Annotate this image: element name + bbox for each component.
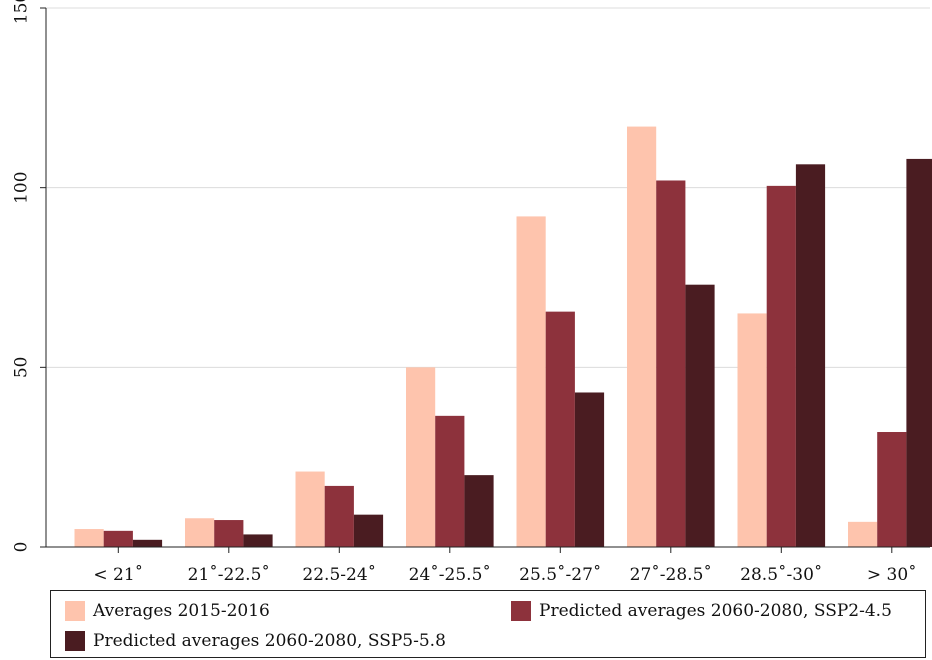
bar-chart-svg: 0 50 100 150 < 21˚ 21˚-22.5˚ 22.5-24˚ 24˚-25.5˚… xyxy=(12,0,932,585)
x-tick-label-2: 21˚-22.5˚ xyxy=(188,565,270,585)
bar-s3-c1 xyxy=(132,539,163,547)
y-tick-label-1: 50 xyxy=(12,357,32,379)
y-tick-label-3: 150 xyxy=(12,0,32,24)
bar-s2-c1 xyxy=(103,530,133,547)
y-tick-label-0: 0 xyxy=(12,542,32,553)
bar-s3-c4 xyxy=(464,475,494,547)
legend-item-3: Predicted averages 2060-2080, SSP5-5.8 xyxy=(65,631,446,651)
bar-s2-c6 xyxy=(656,180,686,548)
x-tick-label-6: 27˚-28.5˚ xyxy=(630,565,712,585)
legend-swatch-1 xyxy=(65,601,85,621)
bar-s1-c8 xyxy=(848,521,878,547)
x-tick-label-1: < 21˚ xyxy=(93,565,143,585)
x-tick-label-3: 22.5-24˚ xyxy=(302,565,376,585)
bar-s1-c6 xyxy=(627,126,657,547)
bar-s1-c1 xyxy=(74,529,104,547)
bar-s2-c7 xyxy=(766,185,796,547)
bar-s2-c8 xyxy=(877,432,907,547)
x-tick-label-8: > 30˚ xyxy=(867,565,917,585)
legend-swatch-2 xyxy=(511,601,531,621)
legend-item-2: Predicted averages 2060-2080, SSP2-4.5 xyxy=(511,601,892,621)
x-tick-label-5: 25.5˚-27˚ xyxy=(519,565,601,585)
bar-s1-c7 xyxy=(737,313,767,547)
bar-s1-c5 xyxy=(516,216,546,547)
x-tick-label-4: 24˚-25.5˚ xyxy=(409,565,491,585)
bar-s3-c7 xyxy=(795,164,826,547)
bar-s1-c3 xyxy=(295,471,325,547)
legend-label-3: Predicted averages 2060-2080, SSP5-5.8 xyxy=(93,631,446,651)
bar-s3-c8 xyxy=(906,158,932,548)
y-tick-label-2: 100 xyxy=(12,171,32,203)
bar-s3-c2 xyxy=(243,534,273,547)
bar-s2-c2 xyxy=(214,520,244,547)
bar-s2-c4 xyxy=(435,415,465,547)
x-tick-label-7: 28.5˚-30˚ xyxy=(740,565,822,585)
bar-s2-c5 xyxy=(545,311,575,547)
bar-s3-c3 xyxy=(353,514,384,547)
bar-s3-c5 xyxy=(574,392,605,547)
bar-s3-c6 xyxy=(685,284,715,547)
legend-swatch-3 xyxy=(65,631,85,651)
bar-s2-c3 xyxy=(324,485,354,547)
legend-label-2: Predicted averages 2060-2080, SSP2-4.5 xyxy=(539,601,892,621)
bar-s1-c4 xyxy=(406,367,436,547)
legend-label-1: Averages 2015-2016 xyxy=(93,601,270,621)
bar-s1-c2 xyxy=(185,518,215,547)
legend-item-1: Averages 2015-2016 xyxy=(65,601,270,621)
legend: Averages 2015-2016 Predicted averages 20… xyxy=(50,590,926,658)
